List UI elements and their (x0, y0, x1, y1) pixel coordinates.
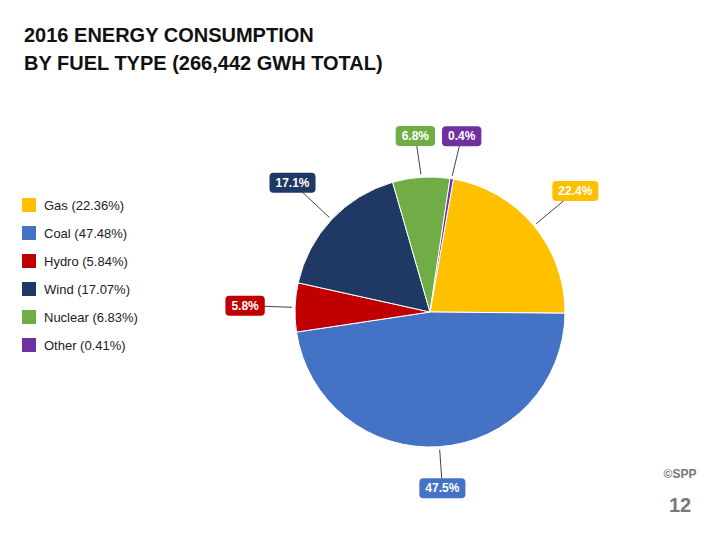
data-label: 0.4% (442, 126, 481, 146)
data-label-text: 6.8% (402, 129, 430, 143)
data-label-box (442, 126, 481, 146)
data-label-text: 0.4% (448, 129, 476, 143)
pie-wedges (295, 177, 565, 447)
chart-svg: 2016 ENERGY CONSUMPTION BY FUEL TYPE (266… (0, 0, 720, 540)
data-label-box (396, 126, 435, 146)
pie-slice (297, 312, 565, 447)
data-label: 22.4% (552, 181, 598, 201)
legend-swatch (22, 310, 36, 324)
subtitle: BY FUEL TYPE (266,442 GWH TOTAL) (24, 52, 383, 74)
legend-swatch (22, 282, 36, 296)
pie-slice (430, 179, 565, 313)
data-label-box (552, 181, 598, 201)
title: 2016 ENERGY CONSUMPTION (24, 24, 314, 46)
legend-label: Nuclear (6.83%) (44, 310, 138, 325)
legend-swatch (22, 226, 36, 240)
data-label-box (419, 478, 465, 498)
legend-swatch (22, 338, 36, 352)
legend-swatch (22, 198, 36, 212)
legend-label: Other (0.41%) (44, 338, 126, 353)
legend-label: Hydro (5.84%) (44, 254, 128, 269)
legend-label: Coal (47.48%) (44, 226, 127, 241)
data-label-text: 22.4% (558, 184, 592, 198)
legend-label: Wind (17.07%) (44, 282, 130, 297)
data-label: 47.5% (419, 478, 465, 498)
data-label-box (269, 173, 315, 193)
data-labels: 22.4% 47.5% 5.8% 17.1% 6.8% 0.4% (225, 126, 598, 498)
data-label: 6.8% (396, 126, 435, 146)
annotations: ©SPP 12 (664, 467, 697, 516)
legend-swatch (22, 254, 36, 268)
annotation: ©SPP (664, 467, 697, 481)
chart-container: 2016 ENERGY CONSUMPTION BY FUEL TYPE (266… (0, 0, 720, 540)
data-label-text: 17.1% (275, 176, 309, 190)
data-label: 17.1% (269, 173, 315, 193)
legend-label: Gas (22.36%) (44, 198, 124, 213)
data-label-text: 5.8% (231, 299, 259, 313)
data-label-text: 47.5% (425, 481, 459, 495)
data-label: 5.8% (225, 296, 264, 316)
leader-lines (245, 136, 575, 488)
legend: Gas (22.36%) Coal (47.48%) Hydro (5.84%) Wi… (22, 198, 138, 353)
data-label-box (225, 296, 264, 316)
pie-slice (430, 178, 453, 312)
annotation: 12 (669, 494, 691, 516)
